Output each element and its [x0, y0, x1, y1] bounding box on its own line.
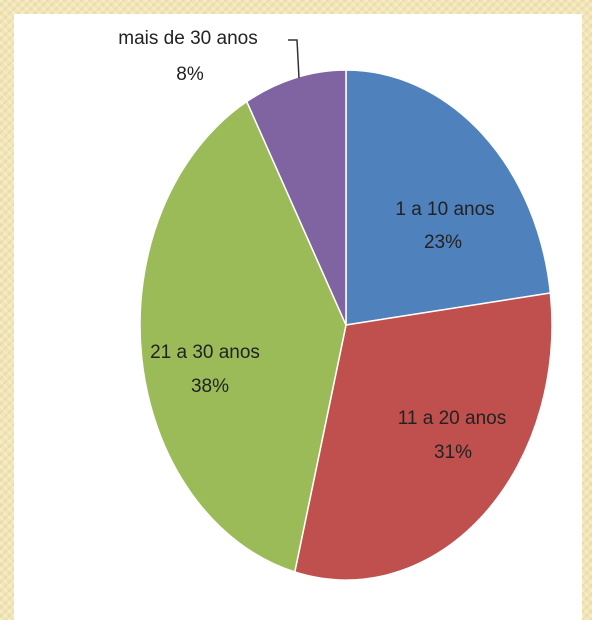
slice-label-21-a-30-anos: 21 a 30 anos — [150, 342, 260, 363]
leader-line-mais-de-30-anos — [288, 39, 300, 79]
pie-slice-11-a-20-anos — [293, 292, 553, 581]
pie-slice-mais-de-30-anos — [245, 69, 347, 326]
slice-percent-11-a-20-anos: 31% — [434, 442, 472, 463]
slice-percent-21-a-30-anos: 38% — [191, 376, 229, 397]
pie-slice-21-a-30-anos — [139, 100, 347, 573]
pie-slice-1-a-10-anos — [345, 69, 552, 326]
pie-slices — [139, 69, 553, 581]
slice-label-1-a-10-anos: 1 a 10 anos — [395, 199, 494, 220]
slice-percent-mais-de-30-anos: 8% — [176, 64, 204, 85]
slice-label-mais-de-30-anos: mais de 30 anos — [118, 28, 257, 49]
slice-percent-1-a-10-anos: 23% — [424, 232, 462, 253]
slice-label-11-a-20-anos: 11 a 20 anos — [398, 408, 506, 429]
slice-labels: 1 a 10 anos 23% 11 a 20 anos 31% 21 a 30… — [118, 28, 506, 463]
